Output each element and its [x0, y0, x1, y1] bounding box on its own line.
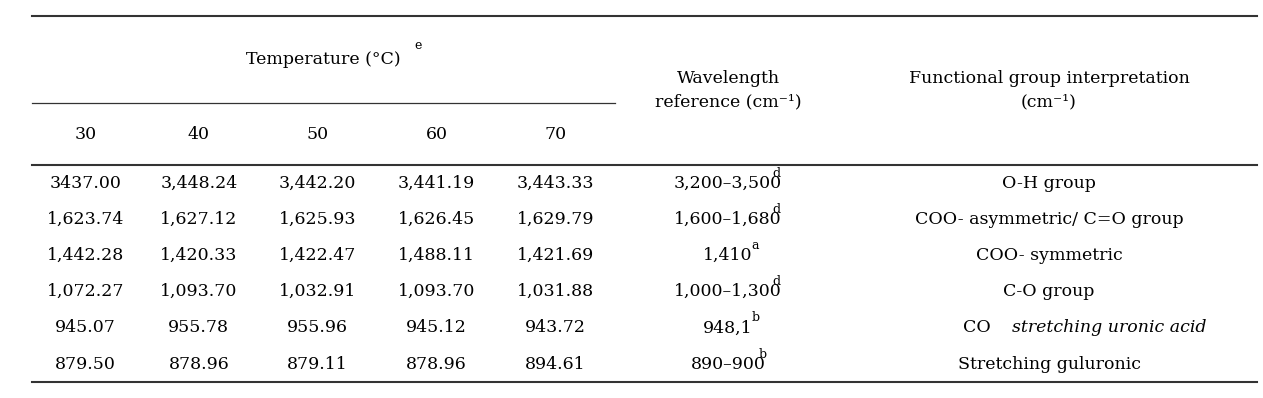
Text: 40: 40 [188, 126, 210, 143]
Text: 894.61: 894.61 [525, 355, 586, 373]
Text: stretching uronic acid: stretching uronic acid [1013, 319, 1207, 336]
Text: 3437.00: 3437.00 [49, 175, 121, 192]
Text: 3,442.20: 3,442.20 [279, 175, 356, 192]
Text: 879.50: 879.50 [56, 355, 116, 373]
Text: COO- asymmetric/ C=O group: COO- asymmetric/ C=O group [914, 211, 1183, 228]
Text: COO- symmetric: COO- symmetric [975, 247, 1123, 264]
Text: 1,623.74: 1,623.74 [47, 211, 124, 228]
Text: Functional group interpretation
(cm⁻¹): Functional group interpretation (cm⁻¹) [908, 70, 1190, 111]
Text: 1,072.27: 1,072.27 [47, 283, 124, 300]
Text: 60: 60 [426, 126, 447, 143]
Text: C-O group: C-O group [1003, 283, 1095, 300]
Text: 878.96: 878.96 [407, 355, 467, 373]
Text: 1,000–1,300: 1,000–1,300 [674, 283, 782, 300]
Text: 945.07: 945.07 [56, 319, 116, 336]
Text: 1,600–1,680: 1,600–1,680 [674, 211, 782, 228]
Text: 1,422.47: 1,422.47 [279, 247, 356, 264]
Text: 1,032.91: 1,032.91 [279, 283, 356, 300]
Text: e: e [414, 39, 422, 52]
Text: b: b [751, 311, 760, 324]
Text: 955.78: 955.78 [168, 319, 230, 336]
Text: 1,625.93: 1,625.93 [279, 211, 356, 228]
Text: 1,420.33: 1,420.33 [160, 247, 237, 264]
Text: 1,626.45: 1,626.45 [398, 211, 475, 228]
Text: Wavelength
reference (cm⁻¹): Wavelength reference (cm⁻¹) [654, 70, 801, 111]
Text: 1,442.28: 1,442.28 [47, 247, 124, 264]
Text: 943.72: 943.72 [525, 319, 586, 336]
Text: 1,031.88: 1,031.88 [517, 283, 594, 300]
Text: O-H group: O-H group [1002, 175, 1096, 192]
Text: 1,627.12: 1,627.12 [160, 211, 237, 228]
Text: 1,488.11: 1,488.11 [398, 247, 475, 264]
Text: 1,410: 1,410 [703, 247, 753, 264]
Text: 945.12: 945.12 [405, 319, 467, 336]
Text: 948,1: 948,1 [703, 319, 753, 336]
Text: d: d [773, 203, 781, 216]
Text: 3,443.33: 3,443.33 [517, 175, 594, 192]
Text: Stretching guluronic: Stretching guluronic [957, 355, 1140, 373]
Text: d: d [773, 275, 781, 288]
Text: 890–900: 890–900 [691, 355, 765, 373]
Text: 955.96: 955.96 [287, 319, 349, 336]
Text: 3,448.24: 3,448.24 [160, 175, 237, 192]
Text: 70: 70 [544, 126, 566, 143]
Text: CO: CO [962, 319, 997, 336]
Text: 1,421.69: 1,421.69 [517, 247, 594, 264]
Text: d: d [773, 167, 781, 180]
Text: 878.96: 878.96 [168, 355, 229, 373]
Text: 3,441.19: 3,441.19 [398, 175, 475, 192]
Text: b: b [759, 347, 767, 361]
Text: a: a [751, 239, 759, 252]
Text: 1,093.70: 1,093.70 [160, 283, 237, 300]
Text: 1,093.70: 1,093.70 [398, 283, 475, 300]
Text: 30: 30 [75, 126, 96, 143]
Text: 1,629.79: 1,629.79 [517, 211, 594, 228]
Text: Temperature (°C): Temperature (°C) [246, 51, 400, 68]
Text: 879.11: 879.11 [287, 355, 349, 373]
Text: 50: 50 [307, 126, 328, 143]
Text: 3,200–3,500: 3,200–3,500 [674, 175, 782, 192]
